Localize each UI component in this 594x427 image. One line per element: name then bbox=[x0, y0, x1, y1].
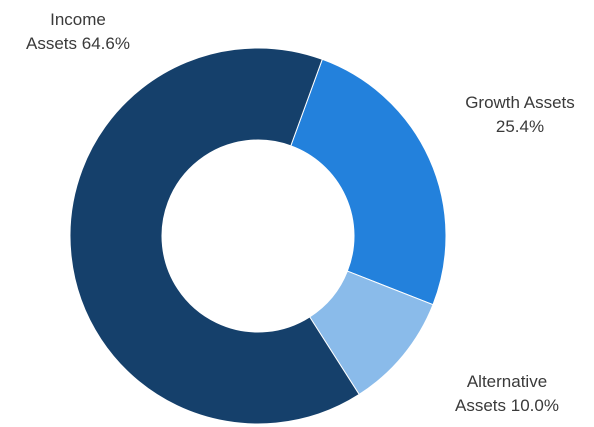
slice-growth bbox=[290, 58, 447, 306]
slice-label-income: Income Assets 64.6% bbox=[3, 8, 153, 56]
donut-slices bbox=[69, 47, 447, 425]
slice-label-income-line2: Assets 64.6% bbox=[26, 34, 130, 53]
slice-income bbox=[69, 47, 360, 425]
slice-label-growth-line1: Growth Assets bbox=[465, 93, 575, 112]
slice-label-alternative-line1: Alternative bbox=[466, 372, 548, 391]
slice-label-growth: Growth Assets 25.4% bbox=[440, 91, 594, 139]
slice-label-alternative-line2: Assets 10.0% bbox=[455, 396, 559, 415]
slice-label-income-line1: Income bbox=[50, 10, 106, 29]
slice-label-growth-line2: 25.4% bbox=[495, 117, 545, 136]
slice-label-alternative: Alternative Assets 10.0% bbox=[432, 370, 582, 418]
